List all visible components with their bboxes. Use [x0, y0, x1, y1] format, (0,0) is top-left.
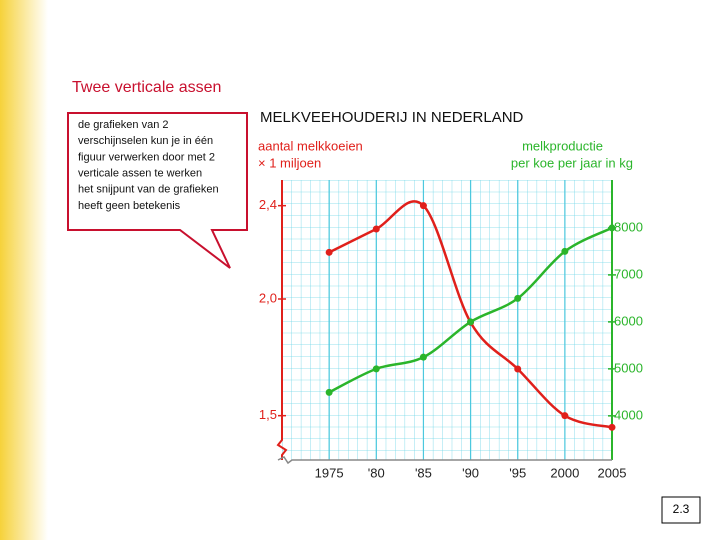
y-tick-label: 2,4: [259, 197, 277, 212]
data-point: [372, 225, 380, 233]
y2-tick-label: 6000: [614, 313, 643, 328]
data-point: [514, 294, 522, 302]
data-point: [467, 318, 475, 326]
data-point: [561, 247, 569, 255]
edge-band: [0, 0, 48, 540]
callout-line: het snijpunt van de grafieken: [78, 184, 219, 196]
callout-line: de grafieken van 2: [78, 119, 169, 131]
x-tick-label: '90: [462, 465, 479, 480]
x-tick-label: '80: [368, 465, 385, 480]
callout-line: verschijnselen kun je in één: [78, 135, 213, 147]
x-tick-label: '95: [509, 465, 526, 480]
minor-grid: [282, 180, 612, 460]
callout: [67, 112, 248, 269]
data-point: [325, 248, 333, 256]
y-axis-label: aantal melkkoeien: [258, 138, 363, 153]
data-point: [419, 353, 427, 361]
y2-tick-label: 8000: [614, 219, 643, 234]
y2-axis-label: per koe per jaar in kg: [511, 155, 633, 170]
data-point: [608, 224, 616, 232]
data-point: [608, 423, 616, 431]
x-tick-label: '85: [415, 465, 432, 480]
data-point: [514, 365, 522, 373]
data-point: [561, 412, 569, 420]
callout-line: figuur verwerken door met 2: [78, 151, 215, 163]
y-tick-label: 1,5: [259, 407, 277, 422]
data-point: [325, 388, 333, 396]
x-tick-label: 1975: [315, 465, 344, 480]
chart-title: MELKVEEHOUDERIJ IN NEDERLAND: [260, 109, 524, 126]
x-axis: [277, 456, 612, 465]
callout-line: heeft geen betekenis: [78, 200, 181, 212]
slide-title: Twee verticale assen: [72, 79, 221, 96]
chart: aantal melkkoeien × 1 miljoen melkproducti…: [258, 138, 643, 480]
y-tick-label: 2,0: [259, 290, 277, 305]
data-point: [419, 202, 427, 210]
callout-text: de grafieken van 2 verschijnselen kun je …: [78, 119, 219, 212]
y2-tick-label: 7000: [614, 266, 643, 281]
page-number: 2.3: [673, 502, 690, 516]
y2-tick-label: 4000: [614, 407, 643, 422]
data-point: [372, 365, 380, 373]
y-axis: [276, 180, 288, 460]
x-tick-label: 2000: [550, 465, 579, 480]
y-axis-label: × 1 miljoen: [258, 155, 321, 170]
callout-line: verticale assen te werken: [78, 168, 202, 180]
y2-tick-label: 5000: [614, 360, 643, 375]
y2-axis-label: melkproductie: [522, 138, 603, 153]
page-number-box: [661, 496, 701, 524]
x-tick-label: 2005: [598, 465, 627, 480]
